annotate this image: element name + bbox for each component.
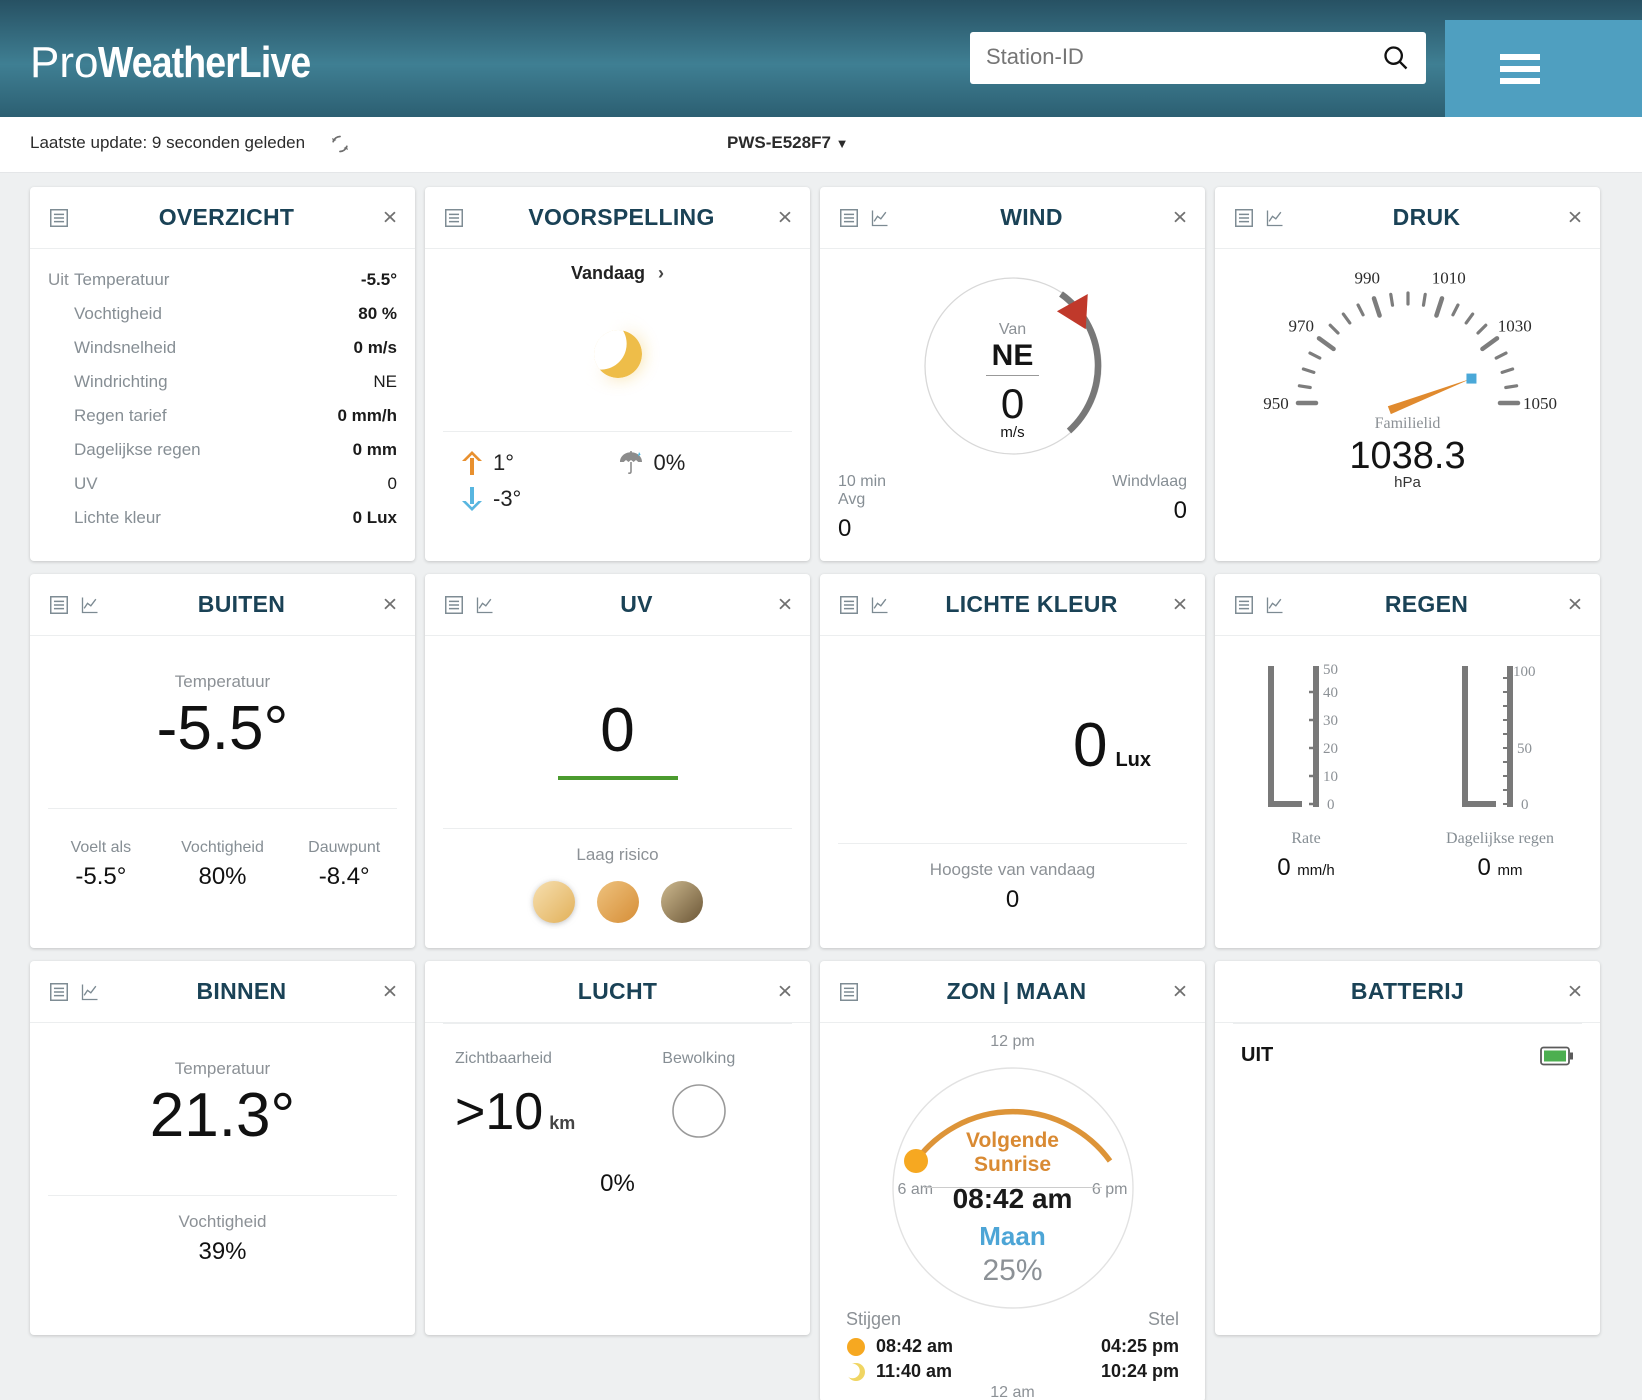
svg-text:10: 10 — [1323, 769, 1338, 785]
svg-text:0: 0 — [1327, 797, 1335, 813]
svg-text:50: 50 — [1517, 741, 1532, 757]
svg-text:50: 50 — [1323, 664, 1338, 678]
svg-text:1010: 1010 — [1431, 268, 1465, 287]
svg-text:950: 950 — [1263, 394, 1289, 413]
svg-text:990: 990 — [1354, 268, 1380, 287]
svg-text:1050: 1050 — [1523, 394, 1557, 413]
svg-text:30: 30 — [1323, 713, 1338, 729]
svg-text:0: 0 — [1521, 797, 1529, 813]
svg-text:970: 970 — [1288, 316, 1314, 335]
svg-text:40: 40 — [1323, 685, 1338, 701]
svg-text:1030: 1030 — [1497, 316, 1531, 335]
svg-text:20: 20 — [1323, 741, 1338, 757]
svg-text:100: 100 — [1513, 664, 1536, 680]
